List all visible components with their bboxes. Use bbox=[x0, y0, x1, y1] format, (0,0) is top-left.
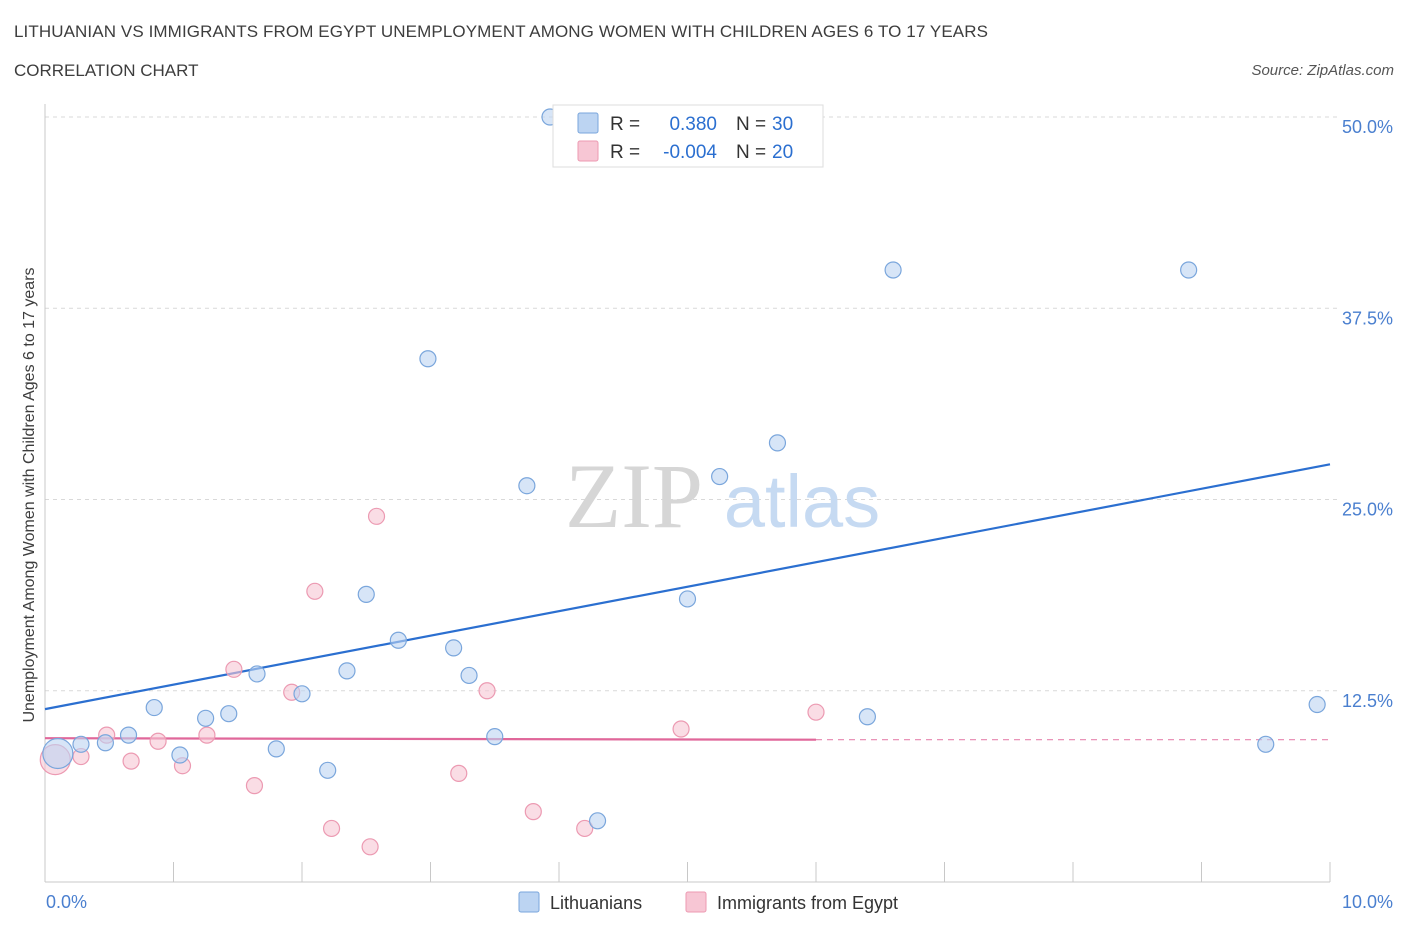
lithuanians-point-18 bbox=[486, 728, 504, 746]
egypt-point-13 bbox=[367, 507, 386, 525]
lithuanians-point-16 bbox=[445, 639, 463, 657]
lithuanians-point-22 bbox=[678, 590, 697, 608]
lithuanians-point-8 bbox=[248, 665, 266, 683]
lithuanians-point-25 bbox=[858, 708, 877, 726]
egypt-point-17 bbox=[576, 819, 594, 838]
lithuanians-point-21 bbox=[588, 812, 607, 830]
lithuanians-point-15 bbox=[419, 350, 437, 368]
egypt-point-12 bbox=[361, 838, 379, 856]
y-axis-label: Unemployment Among Women with Children A… bbox=[21, 267, 38, 722]
x-tick-label-min: 0.0% bbox=[46, 892, 87, 912]
egypt-point-16 bbox=[524, 803, 542, 821]
legend-r-value-2: -0.004 bbox=[663, 142, 717, 163]
lithuanians-point-28 bbox=[1257, 735, 1275, 753]
y-tick-label-2: 37.5% bbox=[1342, 308, 1393, 328]
lithuanians-point-5 bbox=[171, 746, 189, 764]
zipatlas-watermark: ZIP atlas bbox=[565, 445, 880, 547]
series-legend: Lithuanians Immigrants from Egypt bbox=[518, 891, 898, 913]
lithuanians-point-3 bbox=[119, 726, 138, 744]
egypt-point-4 bbox=[149, 732, 167, 750]
egypt-point-19 bbox=[807, 703, 825, 721]
x-tick-label-max: 10.0% bbox=[1342, 892, 1393, 912]
egypt-point-18 bbox=[672, 720, 690, 738]
lithuanians-point-6 bbox=[197, 709, 215, 727]
chart-subtitle: CORRELATION CHART bbox=[14, 61, 199, 80]
lithuanians-point-10 bbox=[293, 685, 311, 703]
lithuanians-point-9 bbox=[267, 740, 285, 758]
legend-r-label-2: R = bbox=[610, 142, 640, 163]
lithuanians-point-26 bbox=[884, 261, 902, 279]
legend-n-value-1: 30 bbox=[772, 114, 793, 135]
series-legend-label-lithuanians: Lithuanians bbox=[550, 893, 642, 913]
source-credit: Source: ZipAtlas.com bbox=[1251, 62, 1394, 79]
lithuanians-point-27 bbox=[1180, 261, 1198, 279]
egypt-point-15 bbox=[478, 682, 496, 700]
lithuanians-point-7 bbox=[220, 705, 238, 723]
legend-r-value-1: 0.380 bbox=[669, 114, 717, 135]
lithuanians-point-11 bbox=[319, 761, 337, 779]
lithuanians-point-0 bbox=[42, 737, 74, 770]
lithuanians-point-4 bbox=[145, 698, 163, 717]
chart-title: LITHUANIAN VS IMMIGRANTS FROM EGYPT UNEM… bbox=[14, 22, 989, 41]
correlation-legend: R = 0.380 N = 30 R = -0.004 N = 20 bbox=[552, 104, 824, 168]
tick-labels: 12.5% 25.0% 37.5% 50.0% 0.0% 10.0% bbox=[46, 117, 1393, 912]
legend-swatch-pink bbox=[577, 140, 599, 162]
series-legend-swatch-lithuanians bbox=[518, 891, 540, 913]
lithuanians-point-12 bbox=[338, 662, 356, 680]
watermark-zip: ZIP bbox=[565, 445, 703, 547]
lithuanians-point-2 bbox=[96, 734, 114, 752]
lithuanians-point-29 bbox=[1308, 695, 1326, 714]
egypt-point-8 bbox=[245, 777, 264, 795]
watermark-atlas: atlas bbox=[724, 460, 880, 543]
legend-r-label-1: R = bbox=[610, 114, 640, 135]
y-tick-label-3: 50.0% bbox=[1342, 117, 1393, 137]
legend-swatch-blue bbox=[577, 112, 599, 134]
lithuanians-point-24 bbox=[768, 434, 787, 452]
lithuanians-point-23 bbox=[711, 467, 729, 486]
egypt-point-3 bbox=[122, 752, 140, 770]
lithuanians-point-1 bbox=[72, 735, 90, 753]
egypt-point-6 bbox=[198, 726, 216, 744]
legend-n-value-2: 20 bbox=[772, 142, 793, 163]
series-legend-label-egypt: Immigrants from Egypt bbox=[717, 893, 898, 913]
series-legend-swatch-egypt bbox=[685, 891, 707, 913]
egypt-point-7 bbox=[225, 660, 243, 678]
legend-n-label-2: N = bbox=[736, 142, 766, 163]
trend-line-egypt bbox=[44, 737, 817, 741]
lithuanians-point-13 bbox=[357, 585, 375, 603]
egypt-point-11 bbox=[322, 819, 341, 838]
y-tick-label-0: 12.5% bbox=[1342, 691, 1393, 711]
y-tick-label-1: 25.0% bbox=[1342, 500, 1393, 520]
legend-n-label-1: N = bbox=[736, 114, 766, 135]
lithuanians-point-17 bbox=[460, 666, 478, 685]
lithuanians-point-14 bbox=[389, 631, 407, 649]
lithuanians-point-19 bbox=[518, 477, 536, 495]
egypt-point-10 bbox=[306, 582, 324, 600]
egypt-point-14 bbox=[450, 764, 468, 782]
